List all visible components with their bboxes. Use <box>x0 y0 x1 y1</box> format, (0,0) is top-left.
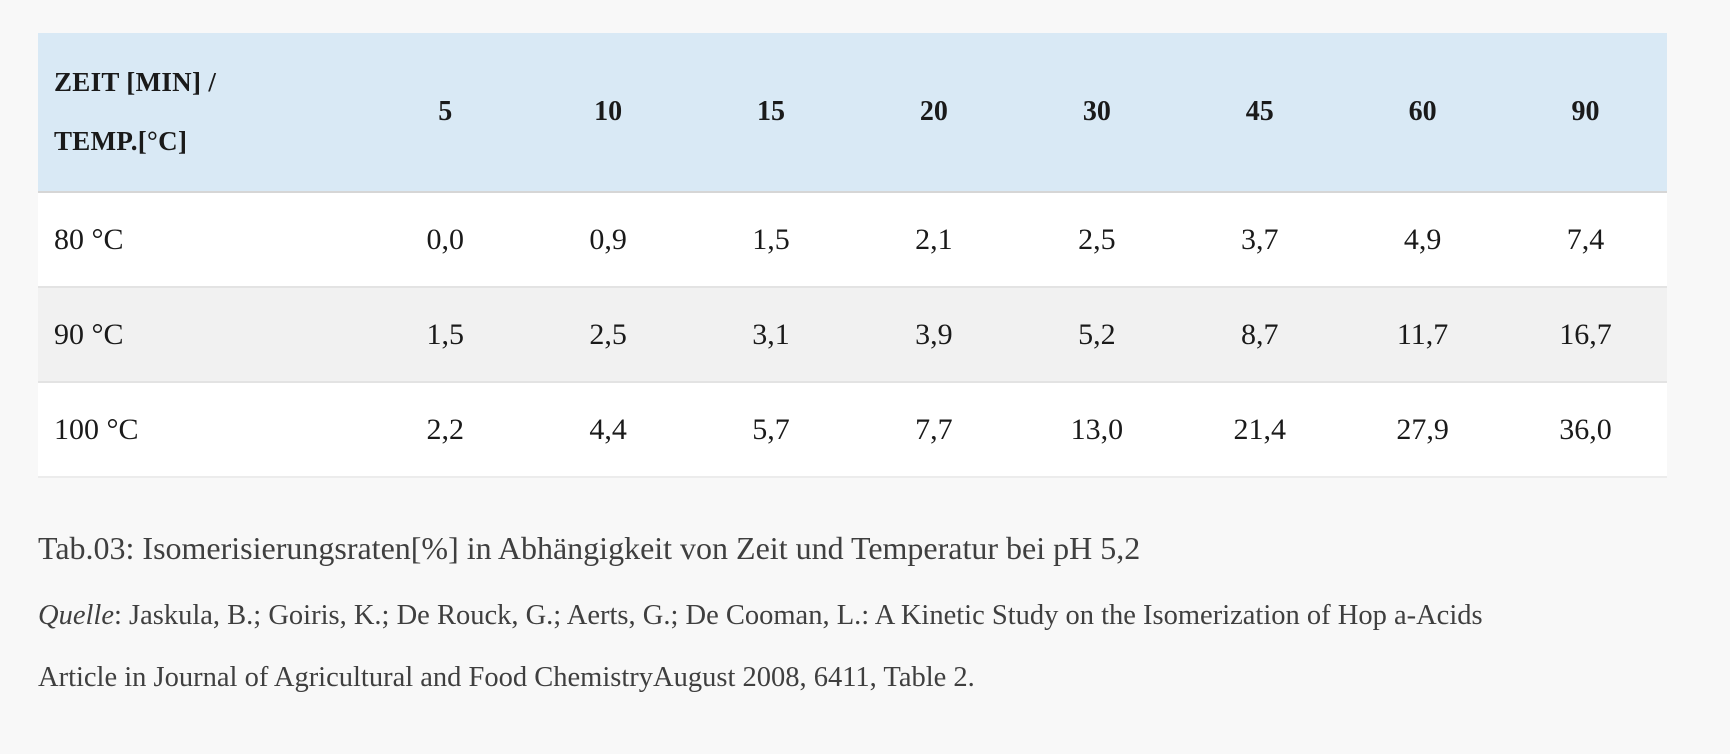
column-header-10: 10 <box>526 33 690 193</box>
header-row: ZEIT [MIN] / TEMP.[°C] 5 10 15 20 30 45 … <box>38 33 1667 193</box>
table-cell: 4,9 <box>1341 192 1505 288</box>
table-cell: 16,7 <box>1504 287 1667 383</box>
table-cell: 7,7 <box>852 382 1016 478</box>
table-cell: 0,9 <box>526 192 690 288</box>
column-header-30: 30 <box>1015 33 1179 193</box>
corner-header-line2: TEMP.[°C] <box>54 126 188 156</box>
table-row-80c: 80 °C 0,0 0,9 1,5 2,1 2,5 3,7 4,9 7,4 <box>38 192 1667 288</box>
table-cell: 3,1 <box>689 287 853 383</box>
table-row-100c: 100 °C 2,2 4,4 5,7 7,7 13,0 21,4 27,9 36… <box>38 382 1667 478</box>
table-cell: 4,4 <box>526 382 690 478</box>
row-label-80c: 80 °C <box>38 192 364 288</box>
corner-header-zeit-temp: ZEIT [MIN] / TEMP.[°C] <box>38 33 364 193</box>
column-header-5: 5 <box>363 33 527 193</box>
table-cell: 5,2 <box>1015 287 1179 383</box>
isomerization-rate-table: ZEIT [MIN] / TEMP.[°C] 5 10 15 20 30 45 … <box>38 33 1667 478</box>
table-cell: 0,0 <box>363 192 527 288</box>
table-cell: 7,4 <box>1504 192 1667 288</box>
source-label: Quelle <box>38 600 114 631</box>
column-header-60: 60 <box>1341 33 1505 193</box>
table-header: ZEIT [MIN] / TEMP.[°C] 5 10 15 20 30 45 … <box>38 33 1667 193</box>
source-authors: : Jaskula, B.; Goiris, K.; De Rouck, G.;… <box>113 600 1483 631</box>
table-cell: 3,9 <box>852 287 1016 383</box>
table-body: 80 °C 0,0 0,9 1,5 2,1 2,5 3,7 4,9 7,4 90… <box>38 192 1667 478</box>
table-cell: 8,7 <box>1178 287 1342 383</box>
caption-block: Tab.03: Isomerisierungsraten[%] in Abhän… <box>38 519 1698 709</box>
table-cell: 1,5 <box>689 192 853 288</box>
table-cell: 21,4 <box>1178 382 1342 478</box>
table-cell: 3,7 <box>1178 192 1342 288</box>
table-container: ZEIT [MIN] / TEMP.[°C] 5 10 15 20 30 45 … <box>38 33 1667 478</box>
table-cell: 1,5 <box>363 287 527 383</box>
table-cell: 2,5 <box>526 287 690 383</box>
table-cell: 27,9 <box>1341 382 1505 478</box>
column-header-20: 20 <box>852 33 1016 193</box>
table-cell: 13,0 <box>1015 382 1179 478</box>
table-cell: 36,0 <box>1504 382 1667 478</box>
table-caption: Tab.03: Isomerisierungsraten[%] in Abhän… <box>38 530 1141 566</box>
corner-header-line1: ZEIT [MIN] / <box>54 67 217 97</box>
table-cell: 2,5 <box>1015 192 1179 288</box>
table-cell: 11,7 <box>1341 287 1505 383</box>
table-cell: 2,1 <box>852 192 1016 288</box>
column-header-15: 15 <box>689 33 853 193</box>
table-cell: 2,2 <box>363 382 527 478</box>
column-header-45: 45 <box>1178 33 1342 193</box>
source-citation: Quelle: Jaskula, B.; Goiris, K.; De Rouc… <box>38 585 1698 709</box>
column-header-90: 90 <box>1504 33 1667 193</box>
row-label-90c: 90 °C <box>38 287 364 383</box>
source-line-2: Article in Journal of Agricultural and F… <box>38 662 975 693</box>
table-cell: 5,7 <box>689 382 853 478</box>
source-line-1: Quelle: Jaskula, B.; Goiris, K.; De Rouc… <box>38 585 1698 647</box>
table-row-90c: 90 °C 1,5 2,5 3,1 3,9 5,2 8,7 11,7 16,7 <box>38 287 1667 383</box>
row-label-100c: 100 °C <box>38 382 364 478</box>
